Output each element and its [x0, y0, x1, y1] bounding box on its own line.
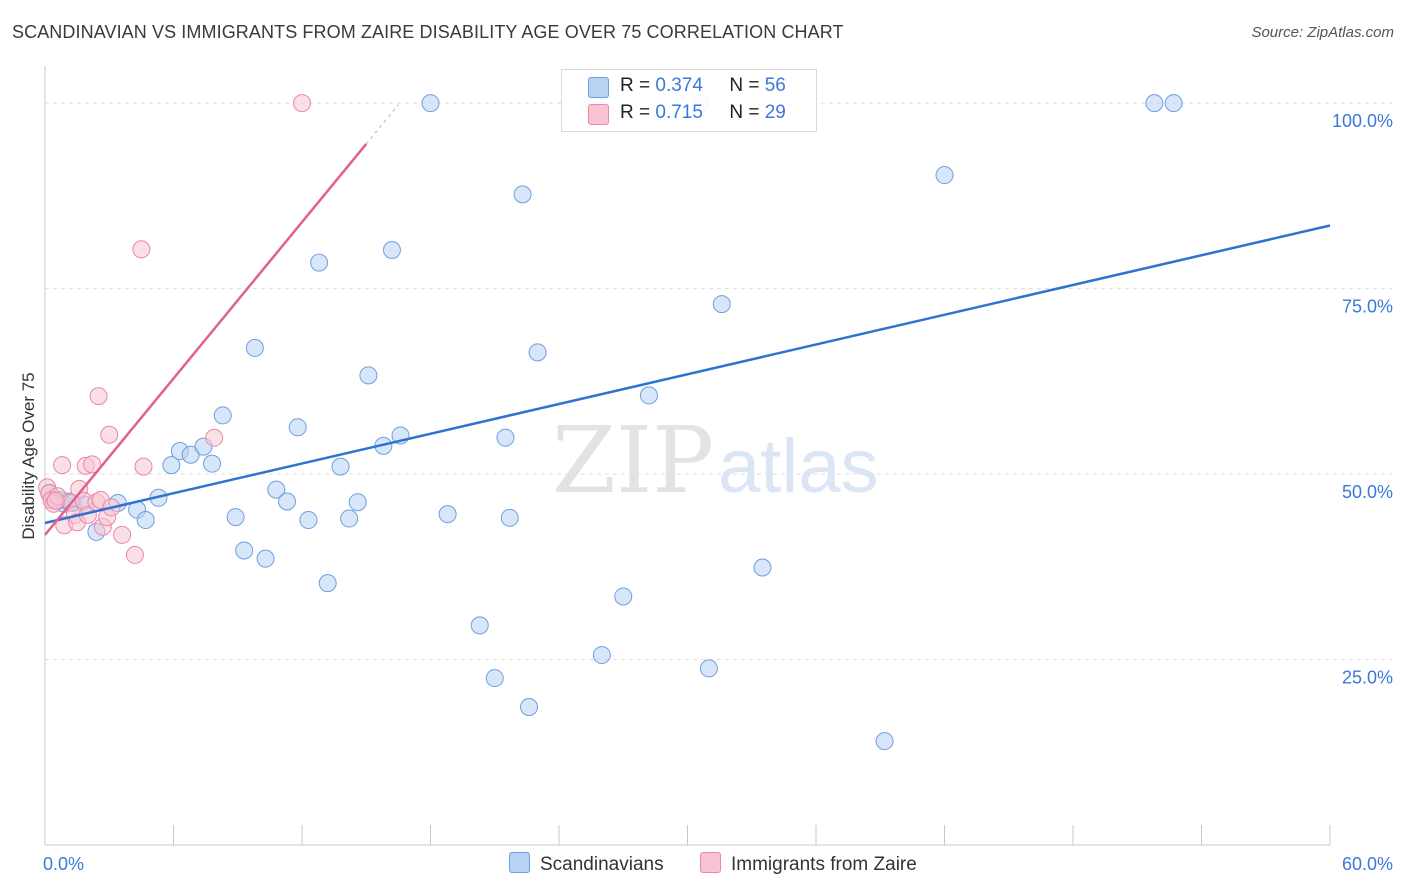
- scandinavian-point: [438, 505, 457, 524]
- scandinavian-point: [348, 493, 367, 512]
- scandinavian-point: [267, 480, 286, 499]
- zaire-trend-line: [44, 143, 368, 536]
- zaire-point: [205, 428, 224, 447]
- scandinavian-point: [226, 508, 245, 527]
- y-axis-title: Disability Age Over 75: [19, 372, 38, 539]
- scandinavian-point: [753, 558, 772, 577]
- r-label: R =: [620, 75, 651, 96]
- pink-swatch: [588, 104, 609, 125]
- watermark: ZIP atlas: [552, 407, 879, 514]
- watermark-zip: ZIP: [552, 407, 714, 514]
- axes: [44, 66, 1331, 846]
- zaire-trend-extension: [365, 104, 399, 145]
- scandinavian-point: [359, 366, 378, 385]
- scandinavian-point: [1145, 94, 1164, 113]
- scandinavian-point: [318, 574, 337, 593]
- scandinavian-point: [203, 454, 222, 473]
- stats-legend: R = 0.374 N = 56 R = 0.715 N = 29: [561, 69, 817, 132]
- scandinavian-point: [245, 338, 264, 357]
- scandinavian-point: [299, 511, 318, 530]
- scandinavian-point: [136, 511, 155, 530]
- blue-swatch: [509, 852, 530, 873]
- pink-swatch: [700, 852, 721, 873]
- scandinavian-point: [639, 386, 658, 405]
- legend-item-zaire[interactable]: Immigrants from Zaire: [700, 852, 917, 876]
- axis-labels: 25.0% 50.0% 75.0% 100.0% 0.0% 60.0% Disability…: [19, 111, 1393, 874]
- scandinavian-point: [162, 456, 181, 475]
- y-tick-label: 25.0%: [1342, 668, 1393, 688]
- scandinavian-point: [520, 698, 539, 717]
- r-label: R =: [620, 102, 651, 123]
- scandinavian-point: [278, 492, 297, 511]
- data-points: [38, 94, 1183, 751]
- scandinavian-point: [528, 343, 547, 362]
- zaire-point: [293, 94, 311, 113]
- zaire-point: [125, 545, 144, 564]
- scandinavian-point: [213, 406, 232, 425]
- scandinavian-point: [340, 509, 359, 528]
- scandinavian-point: [421, 94, 440, 113]
- zaire-point: [89, 387, 108, 406]
- scandinavian-point: [935, 166, 954, 185]
- scandinavian-point: [500, 508, 519, 527]
- watermark-atlas: atlas: [718, 424, 879, 509]
- zaire-point: [46, 491, 65, 510]
- scandinavian-point: [699, 659, 718, 678]
- n-value: 56: [764, 75, 786, 96]
- scandinavian-point: [1164, 94, 1183, 113]
- zaire-point: [53, 456, 72, 475]
- n-label: N =: [729, 102, 760, 123]
- scandinavian-point: [181, 445, 200, 464]
- y-tick-label: 100.0%: [1332, 111, 1393, 131]
- zaire-point: [83, 455, 102, 474]
- zaire-point: [134, 457, 153, 476]
- y-tick-label: 50.0%: [1342, 482, 1393, 502]
- n-value: 29: [764, 102, 786, 123]
- blue-swatch: [588, 77, 609, 98]
- r-value: 0.715: [655, 102, 703, 123]
- scandinavian-point: [592, 646, 611, 665]
- chart-title: SCANDINAVIAN VS IMMIGRANTS FROM ZAIRE DI…: [12, 22, 844, 42]
- scandinavian-point: [614, 587, 633, 606]
- zaire-point: [113, 525, 132, 544]
- legend-label: Immigrants from Zaire: [731, 854, 917, 875]
- scandinavian-point: [288, 418, 307, 437]
- scandinavian-point: [485, 669, 504, 688]
- source-credit: Source: ZipAtlas.com: [1251, 24, 1394, 41]
- scandinavian-trend-line: [44, 224, 1331, 525]
- gridlines: [45, 102, 1392, 661]
- scandinavian-point: [382, 240, 401, 259]
- zaire-point: [132, 240, 151, 259]
- scandinavian-point: [256, 549, 275, 568]
- scandinavian-point: [875, 732, 894, 751]
- legend-item-scandinavians[interactable]: Scandinavians: [509, 852, 664, 876]
- n-label: N =: [729, 75, 760, 96]
- scandinavian-point: [712, 295, 731, 314]
- x-tick-label: 0.0%: [43, 854, 84, 874]
- scandinavian-point: [513, 185, 532, 204]
- y-tick-label: 75.0%: [1342, 297, 1393, 317]
- scandinavian-point: [331, 457, 350, 476]
- x-tick-label: 60.0%: [1342, 854, 1393, 874]
- zaire-point: [100, 425, 119, 444]
- scandinavian-point: [310, 253, 329, 272]
- trend-lines: [44, 104, 1331, 536]
- scandinavian-point: [496, 428, 515, 447]
- scandinavian-point: [235, 541, 254, 560]
- scandinavian-point: [470, 616, 489, 635]
- legend-label: Scandinavians: [540, 854, 664, 875]
- r-value: 0.374: [655, 75, 703, 96]
